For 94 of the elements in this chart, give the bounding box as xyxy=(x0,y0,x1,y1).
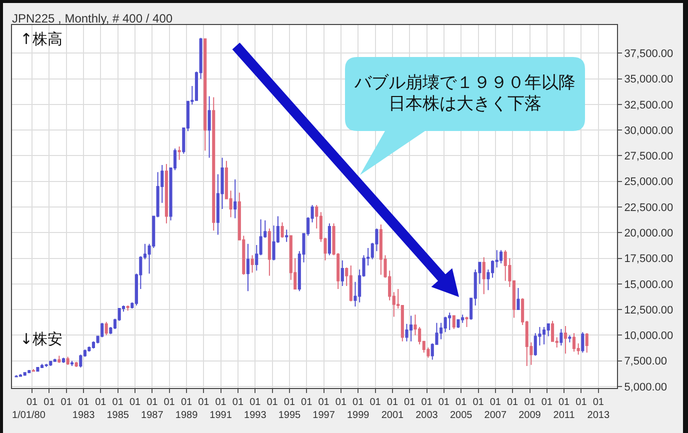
candlestick xyxy=(340,260,344,286)
x-tick-label: 01 2001 xyxy=(381,397,404,421)
candlestick xyxy=(70,360,74,366)
candlestick xyxy=(208,96,211,158)
x-tick-label: 01 2005 xyxy=(450,397,473,421)
candlestick xyxy=(74,361,78,368)
x-tick-label: 01 xyxy=(506,397,519,408)
y-tick-label: 32,500.00 xyxy=(624,99,674,112)
x-tick-label: 01 xyxy=(472,397,484,408)
x-tick-label: 01 1989 xyxy=(175,397,198,421)
x-tick-label: 01 xyxy=(95,397,107,408)
candlestick xyxy=(572,332,576,352)
candlestick xyxy=(581,332,584,354)
x-tick-label: 01 xyxy=(232,397,244,408)
candlestick xyxy=(23,372,26,376)
x-tick-label: 01 1999 xyxy=(346,397,370,421)
chart-title: JPN225 , Monthly, # 400 / 400 xyxy=(12,11,173,26)
x-tick-label: 01 xyxy=(60,397,72,408)
candlestick xyxy=(452,315,456,330)
candlestick xyxy=(349,264,352,302)
candlestick xyxy=(280,222,284,238)
x-tick-label: 01 xyxy=(370,397,382,408)
x-tick-label: 01 xyxy=(198,397,210,408)
candlestick xyxy=(564,325,568,354)
x-tick-label: 01 1987 xyxy=(141,397,164,421)
x-tick-label: 01 1997 xyxy=(312,397,336,421)
x-tick-label: 01 1993 xyxy=(244,397,267,421)
y-tick-label: 10,000.00 xyxy=(624,330,674,342)
x-tick-label: 01 xyxy=(335,397,347,408)
x-tick-label: 01 2009 xyxy=(518,397,542,421)
candlestick xyxy=(36,366,40,372)
candlestick xyxy=(62,357,66,364)
x-tick-label: 01 xyxy=(301,397,313,408)
x-tick-label: 01 xyxy=(404,397,416,408)
candlestick xyxy=(18,374,22,378)
y-tick-label: 15,000.00 xyxy=(624,278,674,291)
candlestick xyxy=(28,370,31,374)
y-tick-label: 7,500.00 xyxy=(624,356,668,368)
x-tick-label: 01 1991 xyxy=(210,397,232,421)
candlestick xyxy=(268,228,271,276)
candlestick xyxy=(482,256,486,295)
candlestick xyxy=(204,38,207,152)
y-tick-label: 20,000.00 xyxy=(624,228,674,240)
candlestick xyxy=(585,332,588,354)
annotation: ↓株安 xyxy=(20,330,63,349)
candlestick xyxy=(44,363,48,368)
x-tick-label: 01 1995 xyxy=(278,397,302,421)
candlestick xyxy=(516,288,520,310)
candlestick xyxy=(49,360,52,366)
candlestick xyxy=(465,316,468,328)
x-tick-label: 01 xyxy=(541,397,553,408)
y-tick-label: 5,000.00 xyxy=(624,381,668,394)
y-tick-label: 35,000.00 xyxy=(624,74,674,86)
x-tick-label: 01 xyxy=(44,397,56,408)
candlestick xyxy=(448,312,452,331)
x-tick-label: 01 xyxy=(576,397,588,408)
y-tick-label: 17,500.00 xyxy=(624,253,674,266)
candlestick xyxy=(32,368,35,372)
y-tick-label: 25,000.00 xyxy=(624,176,674,188)
x-tick-label: 01 xyxy=(266,397,278,408)
candlestick xyxy=(88,346,91,352)
candlestick xyxy=(178,146,181,160)
x-tick-label: 01 2007 xyxy=(484,397,507,421)
y-tick-label: 37,500.00 xyxy=(624,48,674,60)
annotation: ↑株高 xyxy=(20,30,63,49)
x-tick-label: 01 xyxy=(164,397,176,408)
x-tick-label: 01 1985 xyxy=(106,397,130,421)
x-tick-label: 01 2013 xyxy=(587,397,610,421)
candlestick xyxy=(212,96,216,232)
x-tick-label: 01 xyxy=(129,397,142,408)
candlestick xyxy=(500,250,503,264)
x-tick-label: 01 2003 xyxy=(416,397,438,421)
annotation: バブル崩壊で１９９０年以降日本株は大きく下落 xyxy=(353,72,576,116)
candlestick xyxy=(66,356,70,366)
candlestick xyxy=(104,321,108,336)
x-tick-label: 01 2011 xyxy=(553,397,576,421)
y-tick-label: 12,500.00 xyxy=(624,304,674,316)
candlestick xyxy=(568,334,572,343)
y-tick-label: 22,500.00 xyxy=(624,202,674,214)
candlestick xyxy=(234,178,237,219)
candlestick xyxy=(126,304,130,312)
y-tick-label: 30,000.00 xyxy=(624,124,674,137)
candlestick xyxy=(58,355,61,364)
candlestick xyxy=(328,222,331,256)
candlestick xyxy=(164,163,168,224)
candlestick xyxy=(53,358,56,362)
candlestick xyxy=(250,254,254,274)
x-tick-label: 01 xyxy=(438,397,450,408)
candlestick xyxy=(246,243,250,292)
x-tick-label: 01 1983 xyxy=(72,397,96,421)
candlestick xyxy=(14,374,18,378)
y-tick-label: 27,500.00 xyxy=(624,150,674,163)
candlestick xyxy=(560,328,563,346)
candlestick xyxy=(285,229,288,242)
